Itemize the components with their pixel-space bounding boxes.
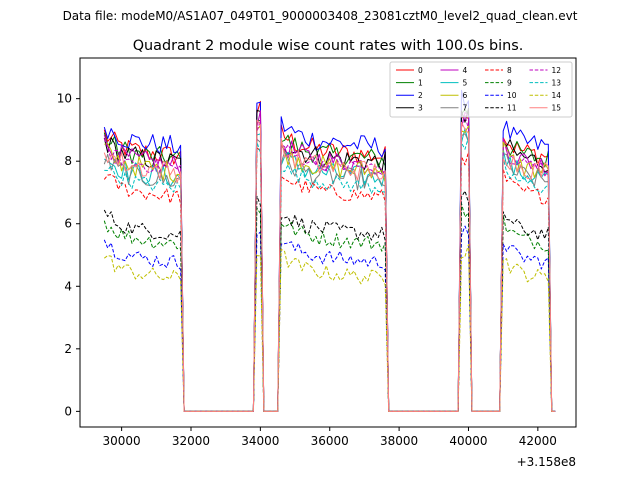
chart-title: Quadrant 2 module wise count rates with … xyxy=(133,38,524,54)
x-tick-label: 40000 xyxy=(449,434,487,448)
series-line-10 xyxy=(103,225,556,412)
legend-label-0: 0 xyxy=(418,66,423,75)
legend-label-8: 8 xyxy=(507,66,512,75)
x-tick-label: 32000 xyxy=(172,434,210,448)
series-line-7 xyxy=(103,133,556,412)
x-tick-label: 34000 xyxy=(241,434,279,448)
y-tick-label: 8 xyxy=(64,154,72,168)
legend-label-6: 6 xyxy=(463,91,468,100)
x-tick-label: 42000 xyxy=(519,434,557,448)
legend-frame xyxy=(389,61,573,118)
y-tick-label: 2 xyxy=(64,342,72,356)
legend-label-13: 13 xyxy=(552,78,562,87)
series-line-13 xyxy=(104,136,556,412)
legend-label-1: 1 xyxy=(418,78,423,87)
figure-suptitle: Data file: modeM0/AS1A07_049T01_90000034… xyxy=(63,9,578,23)
legend-label-2: 2 xyxy=(418,91,423,100)
series-line-14 xyxy=(103,244,556,412)
legend-label-5: 5 xyxy=(463,78,468,87)
legend-label-12: 12 xyxy=(552,66,562,75)
legend-label-7: 7 xyxy=(463,104,468,113)
x-axis: 30000 32000 34000 36000 38000 40000 42000 xyxy=(103,427,557,448)
legend-label-3: 3 xyxy=(418,104,423,113)
y-tick-label: 6 xyxy=(64,217,72,231)
y-tick-label: 4 xyxy=(64,279,72,293)
y-tick-label: 0 xyxy=(64,404,72,418)
series-line-15 xyxy=(103,119,556,412)
legend-label-14: 14 xyxy=(552,91,562,100)
y-tick-label: 10 xyxy=(57,92,72,106)
legend-label-9: 9 xyxy=(507,78,512,87)
series-layer xyxy=(103,89,556,412)
x-tick-label: 38000 xyxy=(380,434,418,448)
series-line-2 xyxy=(103,89,556,412)
legend-label-4: 4 xyxy=(463,66,468,75)
x-offset-label: +3.158e8 xyxy=(517,455,576,469)
legend-label-10: 10 xyxy=(507,91,517,100)
series-line-11 xyxy=(103,190,556,412)
legend-label-11: 11 xyxy=(507,104,517,113)
y-axis: 0 2 4 6 8 10 xyxy=(57,92,80,418)
series-line-6 xyxy=(104,125,556,412)
x-tick-label: 30000 xyxy=(103,434,141,448)
plot-frame xyxy=(79,57,577,428)
legend-label-15: 15 xyxy=(552,104,562,113)
x-tick-label: 36000 xyxy=(311,434,349,448)
